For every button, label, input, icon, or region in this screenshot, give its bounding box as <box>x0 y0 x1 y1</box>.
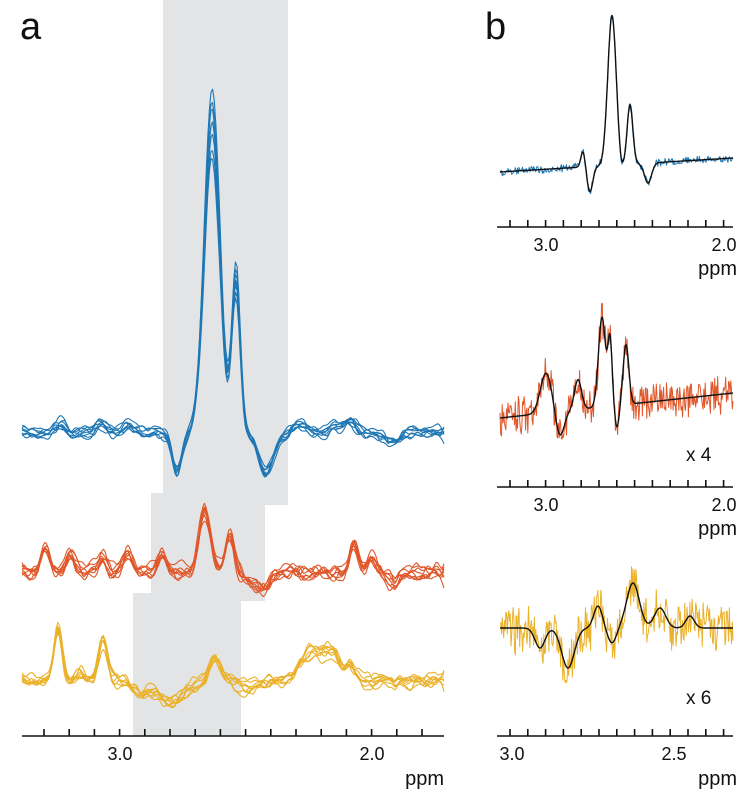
panel-b1-axis: 3.0 2.0 ppm <box>497 220 737 280</box>
panel-a-tick-3.0: 3.0 <box>107 744 132 764</box>
panel-b3-scale: x 6 <box>686 688 711 709</box>
panel-b2-tick-3.0: 3.0 <box>533 495 558 515</box>
panel-b2-axis: 3.0 2.0 ppm x 4 <box>497 445 737 540</box>
panel-a-trace-orange-8 <box>21 520 445 591</box>
panel-b-spectrum-orange <box>499 302 734 440</box>
panel-a-trace-orange-4 <box>21 510 445 593</box>
panel-b3-tick-2.5: 2.5 <box>661 744 686 764</box>
panel-b2-scale: x 4 <box>686 445 712 466</box>
panel-a-highlights <box>133 0 288 736</box>
panel-b1-unit: ppm <box>698 258 737 280</box>
panel-b-label: b <box>485 6 506 48</box>
panel-a-trace-orange-6 <box>21 507 445 590</box>
panel-b3-axis: 3.0 2.5 ppm x 6 <box>497 688 737 790</box>
panel-a-trace-yellow-8 <box>21 633 444 705</box>
panel-b1-tick-3.0: 3.0 <box>533 235 558 255</box>
panel-b1-tick-2.0: 2.0 <box>711 235 736 255</box>
highlight-blue <box>163 0 288 505</box>
panel-b-spectrum-blue <box>499 16 734 195</box>
panel-a-unit: ppm <box>405 768 444 790</box>
panel-a-trace-yellow-7 <box>21 630 444 708</box>
panel-a-label: a <box>20 6 42 48</box>
highlight-yellow <box>133 593 241 736</box>
highlight-orange <box>151 493 265 601</box>
panel-a-traces <box>21 88 445 709</box>
panel-a-axis: 3.0 2.0 ppm <box>22 729 444 790</box>
panel-a-tick-2.0: 2.0 <box>359 744 384 764</box>
panel-b2-tick-2.0: 2.0 <box>711 495 736 515</box>
panel-b3-unit: ppm <box>698 768 737 790</box>
panel-b-fit-yellow <box>500 582 733 669</box>
panel-b2-unit: ppm <box>698 518 737 540</box>
panel-a-trace-orange-5 <box>21 507 445 592</box>
panel-a-trace-blue-8 <box>21 157 445 471</box>
panel-b-fit-orange <box>499 316 734 436</box>
panel-a-trace-yellow-4 <box>21 621 445 709</box>
panel-b-traces <box>499 14 734 684</box>
panel-b-spectrum-yellow <box>499 566 734 684</box>
panel-b-fit-blue <box>500 14 733 193</box>
panel-a-trace-yellow-3 <box>21 630 445 704</box>
panel-a-trace-yellow-5 <box>21 625 445 708</box>
panel-b3-tick-3.0: 3.0 <box>499 744 524 764</box>
